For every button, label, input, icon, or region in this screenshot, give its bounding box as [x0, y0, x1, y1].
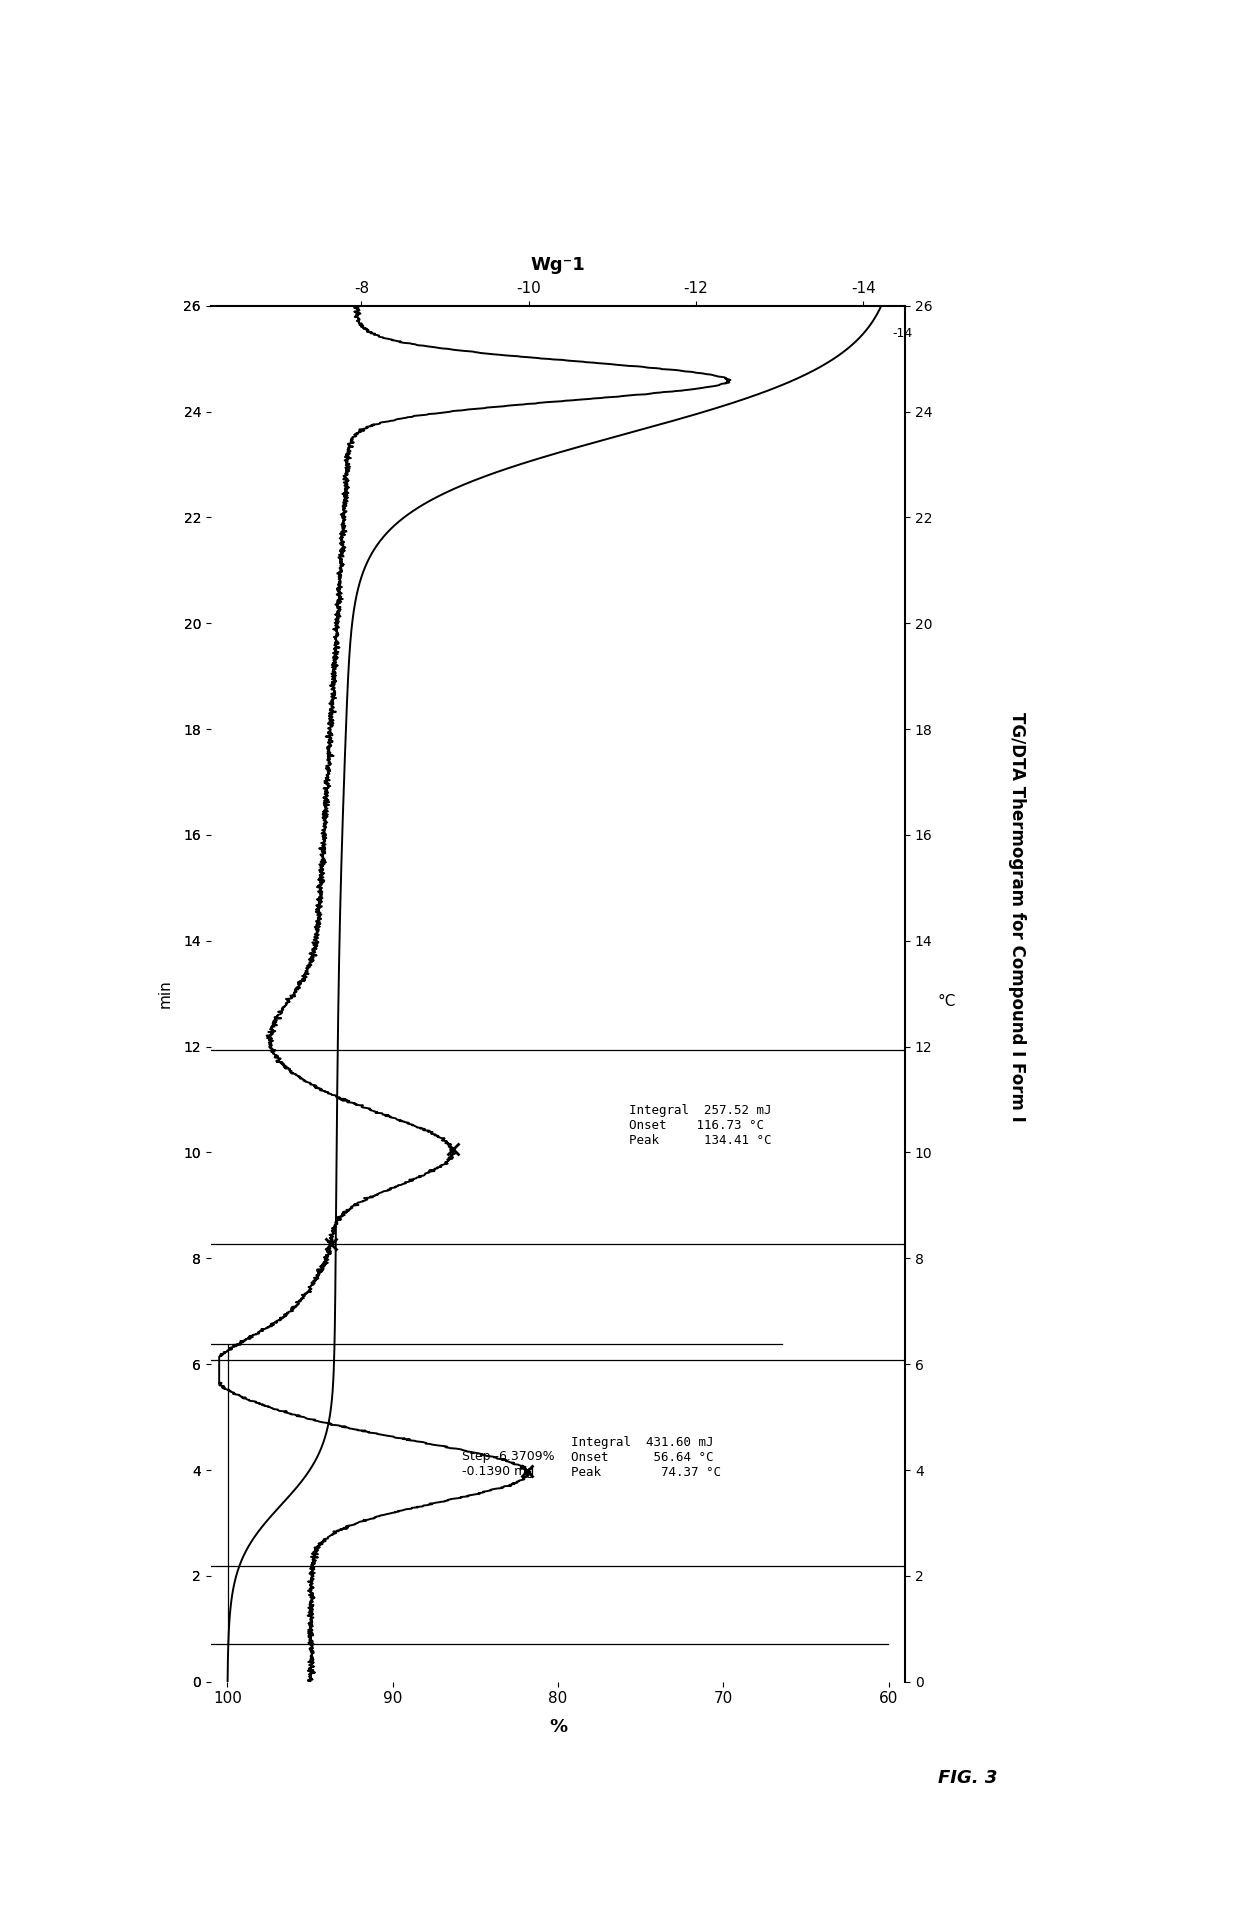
Y-axis label: min: min: [157, 978, 172, 1009]
Y-axis label: °C: °C: [937, 994, 956, 1009]
X-axis label: %: %: [549, 1718, 567, 1735]
Text: Integral  257.52 mJ
Onset    116.73 °C
Peak      134.41 °C: Integral 257.52 mJ Onset 116.73 °C Peak …: [629, 1105, 771, 1147]
Text: -14: -14: [893, 327, 913, 340]
Text: Integral  431.60 mJ
Onset      56.64 °C
Peak        74.37 °C: Integral 431.60 mJ Onset 56.64 °C Peak 7…: [570, 1437, 720, 1479]
Text: FIG. 3: FIG. 3: [937, 1770, 997, 1787]
X-axis label: Wg⁻1: Wg⁻1: [531, 256, 585, 273]
Text: TG/DTA Thermogram for Compound I Form I: TG/DTA Thermogram for Compound I Form I: [1008, 713, 1025, 1122]
Text: Step -6.3709%
-0.1390 mg: Step -6.3709% -0.1390 mg: [461, 1450, 554, 1479]
